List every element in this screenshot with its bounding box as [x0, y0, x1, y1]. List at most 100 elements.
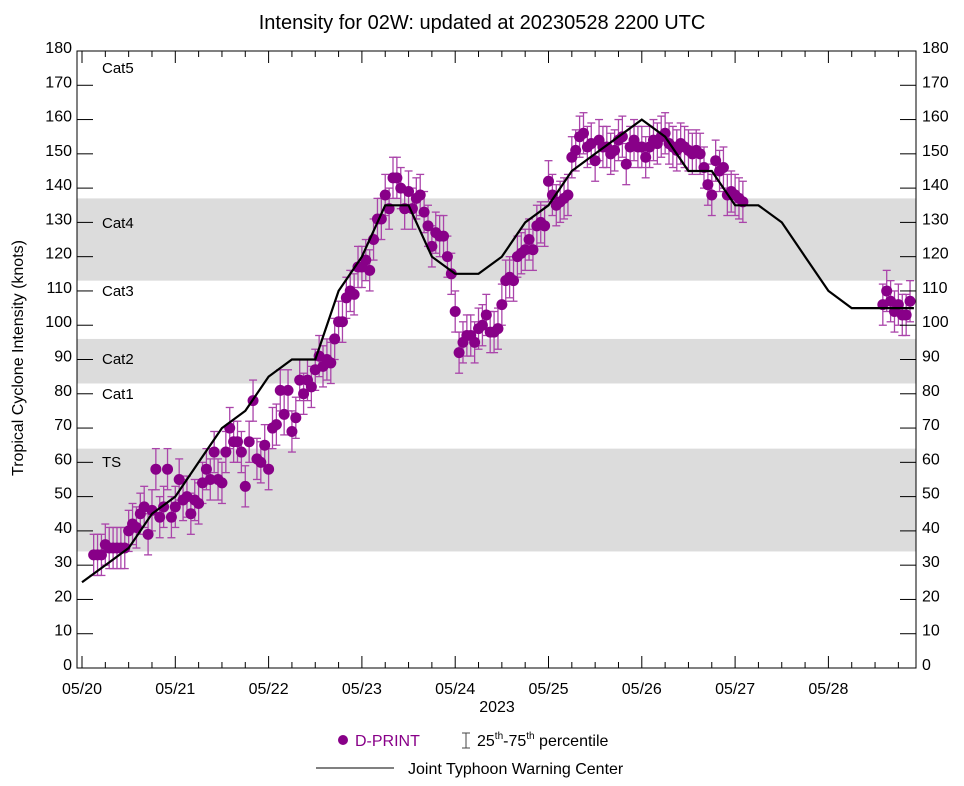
dprint-point — [290, 412, 302, 424]
y-tick-label-left: 170 — [45, 74, 72, 91]
y-tick-label-right: 70 — [922, 417, 940, 434]
y-tick-label-left: 40 — [54, 520, 72, 537]
y-tick-label-right: 60 — [922, 451, 940, 468]
dprint-point — [492, 323, 504, 335]
dprint-point — [508, 275, 520, 287]
x-tick-label: 05/25 — [528, 681, 568, 698]
dprint-point — [694, 148, 706, 160]
dprint-point — [95, 549, 107, 561]
dprint-point — [577, 127, 589, 139]
y-tick-label-right: 170 — [922, 74, 949, 91]
dprint-point — [325, 357, 337, 369]
y-tick-label-right: 80 — [922, 383, 940, 400]
dprint-point — [329, 333, 341, 345]
y-tick-label-left: 80 — [54, 383, 72, 400]
x-tick-label: 05/26 — [622, 681, 662, 698]
dprint-point — [220, 446, 232, 458]
category-bands — [77, 198, 916, 552]
dprint-point — [282, 384, 294, 396]
y-axis: 0 0 10 10 20 20 30 30 40 40 50 50 60 60 70 70 80 80 90 90 10… — [45, 40, 949, 674]
dprint-point — [243, 436, 255, 448]
dprint-point — [562, 189, 574, 201]
dprint-point — [286, 425, 298, 437]
y-tick-label-right: 100 — [922, 314, 949, 331]
dprint-point — [204, 473, 216, 485]
band-label-cat3: Cat3 — [102, 283, 134, 300]
x-axis-label: 2023 — [479, 699, 515, 716]
dprint-point — [527, 244, 539, 256]
dprint-point — [706, 189, 718, 201]
y-tick-label-left: 30 — [54, 554, 72, 571]
dprint-point — [640, 151, 652, 163]
dprint-point — [519, 244, 531, 256]
dprint-point — [543, 175, 554, 187]
y-tick-label-left: 70 — [54, 417, 72, 434]
y-tick-label-left: 150 — [45, 143, 72, 160]
band-label-cat4: Cat4 — [102, 215, 134, 232]
dprint-point — [480, 309, 492, 321]
dprint-point — [422, 220, 434, 232]
dprint-point — [235, 446, 247, 458]
dprint-point — [453, 347, 465, 359]
dprint-point — [403, 186, 415, 198]
dprint-point — [165, 511, 177, 523]
y-tick-label-right: 50 — [922, 486, 940, 503]
x-tick-label: 05/27 — [715, 681, 755, 698]
dprint-point — [496, 299, 508, 311]
dprint-point — [449, 306, 461, 318]
band-label-ts: TS — [102, 454, 121, 471]
dprint-point — [119, 542, 131, 554]
dprint-point — [255, 456, 267, 468]
chart-title: Intensity for 02W: updated at 20230528 2… — [259, 12, 706, 34]
y-axis-label: Tropical Cyclone Intensity (knots) — [10, 240, 27, 476]
category-labels: TS Cat1 Cat2 Cat3 Cat4 Cat5 — [102, 60, 134, 471]
y-tick-label-right: 160 — [922, 109, 949, 126]
y-tick-label-left: 60 — [54, 451, 72, 468]
band-cat4 — [77, 198, 916, 281]
dprint-point — [305, 381, 317, 393]
y-tick-label-left: 100 — [45, 314, 72, 331]
dprint-point — [193, 497, 205, 509]
dprint-point — [445, 268, 457, 280]
y-tick-label-right: 0 — [922, 657, 931, 674]
dprint-point — [278, 408, 290, 420]
dprint-point — [162, 463, 174, 475]
dprint-point — [348, 288, 360, 300]
dprint-point — [391, 172, 403, 184]
dprint-point — [294, 374, 306, 386]
y-tick-label-left: 180 — [45, 40, 72, 57]
x-tick-label: 05/23 — [342, 681, 382, 698]
y-tick-label-left: 90 — [54, 349, 72, 366]
dprint-point — [360, 254, 372, 266]
dprint-point — [298, 388, 310, 400]
dprint-point — [438, 230, 450, 242]
legend-iqr-icon — [462, 732, 470, 749]
dprint-point — [609, 144, 621, 156]
y-tick-label-left: 0 — [63, 657, 72, 674]
dprint-point — [881, 285, 893, 297]
y-tick-label-right: 30 — [922, 554, 940, 571]
x-tick-label: 05/20 — [62, 681, 102, 698]
dprint-point — [150, 463, 162, 475]
dprint-point — [169, 501, 181, 513]
dprint-point — [616, 131, 628, 143]
y-tick-label-left: 130 — [45, 211, 72, 228]
band-label-cat5: Cat5 — [102, 60, 134, 77]
x-tick-label: 05/21 — [155, 681, 195, 698]
y-tick-label-right: 180 — [922, 40, 949, 57]
dprint-point — [200, 463, 212, 475]
dprint-point — [154, 511, 166, 523]
y-tick-label-right: 10 — [922, 623, 940, 640]
band-cat2 — [77, 338, 916, 384]
y-tick-label-right: 150 — [922, 143, 949, 160]
dprint-point — [274, 384, 286, 396]
y-tick-label-right: 90 — [922, 349, 940, 366]
dprint-point — [232, 436, 243, 448]
y-tick-label-left: 160 — [45, 109, 72, 126]
dprint-point — [216, 477, 228, 489]
legend-dprint-marker — [338, 735, 348, 745]
dprint-point — [476, 319, 488, 331]
x-tick-label: 05/22 — [249, 681, 289, 698]
y-tick-label-right: 120 — [922, 246, 949, 263]
